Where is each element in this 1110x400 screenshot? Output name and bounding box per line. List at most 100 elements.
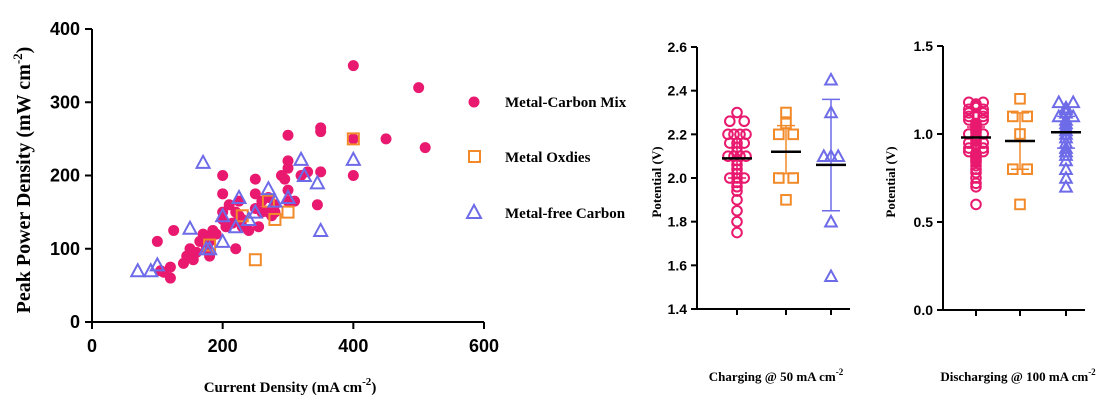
scatter-point — [282, 155, 294, 167]
scatter-point — [309, 174, 326, 190]
discharging-data-point — [1014, 198, 1026, 211]
scatter-point — [214, 207, 231, 223]
charging-ticks: 1.4 1.6 1.8 2.0 2.2 2.4 2.6 — [668, 39, 832, 317]
charging-y-tick-label: 2.2 — [668, 126, 688, 142]
charging-data-point — [731, 204, 743, 217]
charging-points — [722, 71, 846, 283]
scatter-point — [347, 170, 359, 181]
scatter-point — [217, 188, 229, 200]
discharging-data-point — [963, 110, 975, 123]
charging-data-point — [816, 148, 832, 162]
scatter-point — [345, 150, 362, 166]
scatter-point — [269, 206, 281, 218]
charging-data-point — [740, 150, 752, 162]
discharging-y-tick-label: 0.0 — [914, 302, 934, 318]
charging-data-point — [823, 268, 839, 283]
legend-marker-metal-oxides — [468, 150, 481, 163]
scatter-point — [210, 228, 222, 240]
charging-data-point — [738, 115, 751, 128]
scatter-x-tick-label: 400 — [338, 336, 368, 356]
scatter-point — [240, 210, 257, 226]
scatter-point — [217, 170, 229, 181]
scatter-point — [201, 240, 218, 256]
charging-data-point — [823, 213, 839, 228]
charging-data-point — [731, 180, 743, 193]
charging-data-point — [731, 194, 743, 206]
scatter-point — [260, 180, 277, 196]
charging-panel: 1.4 1.6 1.8 2.0 2.2 2.4 2.6 Charging @ 50 mA c… — [649, 39, 850, 384]
charging-data-point — [823, 148, 839, 162]
legend-marker-metal-free — [465, 202, 483, 219]
scatter-points — [129, 60, 431, 284]
scatter-point — [380, 133, 392, 145]
charging-y-tick-label: 2.6 — [668, 39, 688, 55]
scatter-point — [151, 235, 163, 247]
legend-marker-metal-carbon — [468, 96, 480, 108]
scatter-point — [281, 205, 295, 219]
scatter-point — [296, 166, 313, 182]
discharging-y-tick-label: 1.5 — [914, 38, 934, 54]
discharging-y-tick-label: 1.0 — [914, 126, 934, 142]
scatter-point — [164, 261, 176, 273]
discharging-data-point — [1014, 93, 1026, 105]
charging-data-point — [773, 128, 785, 141]
discharging-data-point — [1007, 110, 1019, 123]
scatter-point — [315, 122, 327, 134]
discharging-panel: 0.0 0.5 1.0 1.5 Discharging @ 100 mA cm-2 P… — [883, 38, 1096, 384]
scatter-point — [227, 218, 244, 234]
discharging-y-axis-label: Potential (V) — [883, 146, 898, 217]
charging-data-point — [823, 104, 839, 119]
discharging-data-point — [1007, 163, 1019, 175]
charging-x-axis-label: Charging @ 50 mA cm-2 — [709, 367, 844, 384]
scatter-point — [249, 173, 261, 185]
scatter-point — [419, 142, 431, 154]
discharging-data-point — [970, 198, 982, 211]
scatter-point — [168, 224, 180, 236]
charging-data-point — [780, 194, 792, 206]
scatter-point — [315, 166, 327, 178]
discharging-data-point — [977, 110, 990, 123]
discharging-data-point — [970, 159, 982, 172]
scatter-point — [292, 150, 310, 166]
scatter-point — [311, 199, 323, 211]
discharging-data-point — [1065, 94, 1081, 109]
scatter-y-tick-label: 0 — [70, 312, 80, 332]
discharging-data-point — [963, 107, 975, 119]
charging-y-tick-label: 1.6 — [668, 257, 688, 273]
scatter-y-tick-label: 400 — [50, 19, 80, 39]
scatter-point — [194, 153, 212, 169]
scatter-ticks: 0 200 400 600 0 100 200 300 400 — [50, 19, 499, 356]
scatter-panel: 0 200 400 600 0 100 200 300 400 Current Density … — [10, 19, 499, 396]
charging-data-point — [780, 106, 792, 119]
scatter-y-tick-label: 300 — [50, 92, 80, 112]
charging-data-point — [731, 215, 743, 228]
discharging-data-point — [970, 177, 982, 190]
discharging-data-point — [970, 181, 982, 193]
discharging-data-point — [1058, 178, 1074, 193]
scatter-y-axis-label: Peak Power Density (mW cm-2) — [10, 47, 35, 314]
scatter-point — [282, 129, 294, 141]
discharging-points — [961, 93, 1081, 211]
scatter-point — [312, 221, 329, 237]
scatter-y-tick-label: 100 — [50, 239, 80, 259]
scatter-point — [129, 262, 146, 278]
scatter-point — [347, 60, 359, 72]
discharging-data-point — [1058, 147, 1074, 161]
charging-y-tick-label: 2.0 — [668, 170, 688, 186]
discharging-data-point — [1021, 110, 1034, 123]
scatter-point — [230, 188, 248, 204]
scatter-point — [266, 192, 284, 208]
scatter-x-tick-label: 200 — [208, 336, 238, 356]
discharging-data-point — [1021, 163, 1034, 175]
discharging-data-point — [970, 135, 982, 147]
discharging-data-point — [1014, 128, 1026, 140]
scatter-point — [149, 256, 166, 272]
discharging-data-point — [1051, 94, 1067, 109]
charging-data-point — [724, 115, 736, 128]
charging-data-point — [722, 150, 734, 162]
charging-data-point — [780, 117, 792, 130]
scatter-point — [249, 188, 261, 200]
scatter-y-tick-label: 200 — [50, 166, 80, 186]
discharging-data-point — [1065, 108, 1081, 123]
